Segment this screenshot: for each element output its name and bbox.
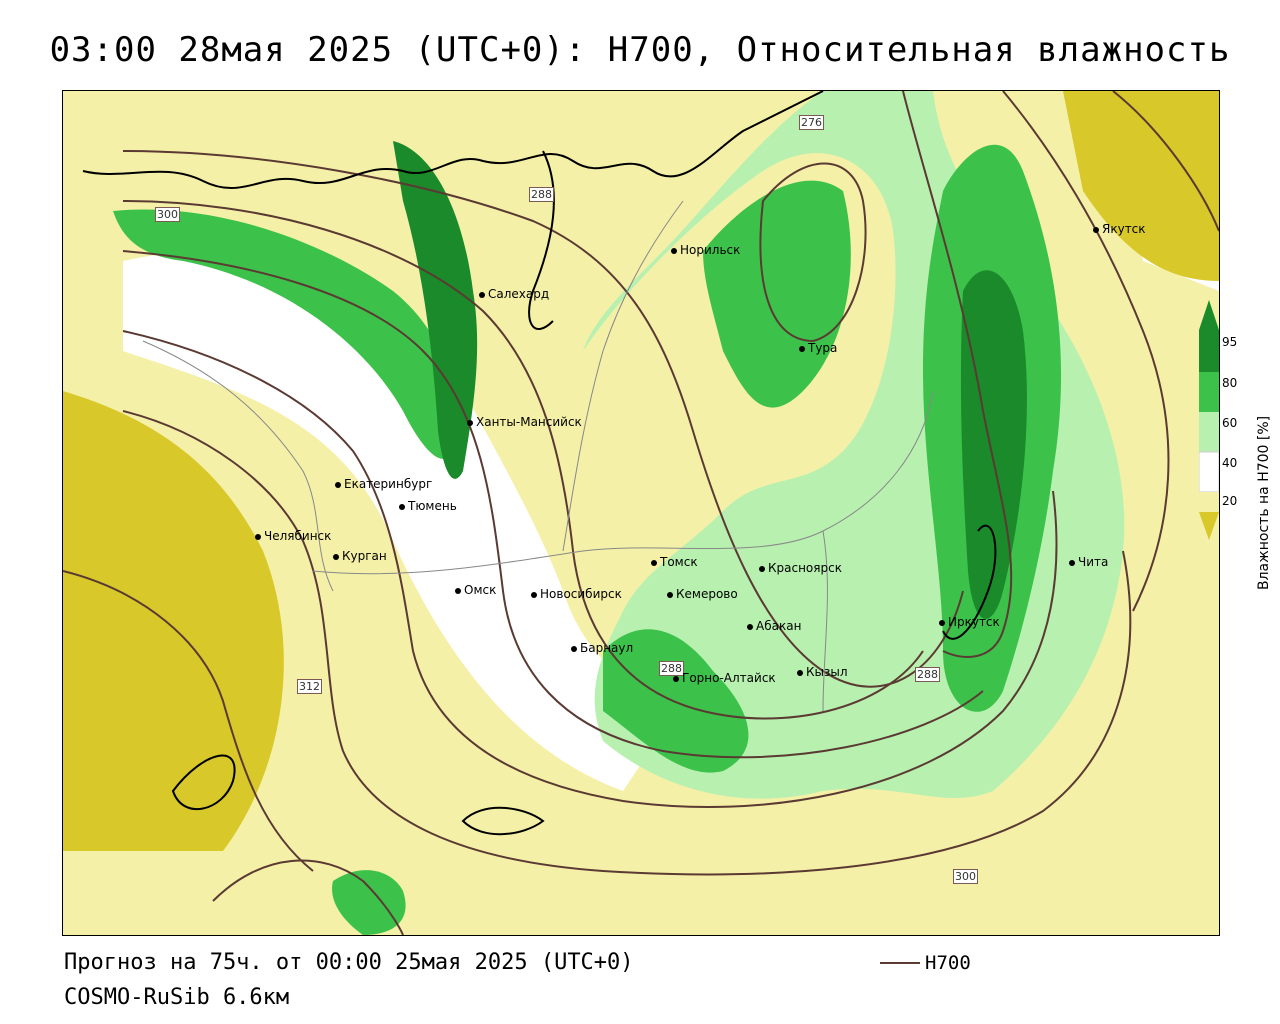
model-name: COSMO-RuSib 6.6км bbox=[64, 985, 290, 1010]
contour-label: 300 bbox=[155, 207, 180, 222]
city-label: Абакан bbox=[756, 619, 802, 633]
city-label: Екатеринбург bbox=[344, 477, 433, 491]
contour-line bbox=[122, 410, 1132, 876]
contour-label: 288 bbox=[529, 187, 554, 202]
arctic-coast bbox=[82, 91, 824, 190]
colorbar-segment-80 bbox=[1199, 372, 1219, 412]
colorbar-bottom-arrow bbox=[1199, 512, 1219, 540]
contour-line bbox=[122, 150, 964, 688]
contour-line bbox=[122, 200, 924, 720]
city-marker: Горно-Алтайск bbox=[673, 671, 776, 685]
colorbar-segment-60 bbox=[1199, 412, 1219, 452]
wet-altai bbox=[603, 629, 749, 773]
city-label: Барнаул bbox=[580, 641, 634, 655]
colorbar-tick: 40 bbox=[1222, 456, 1238, 470]
city-marker: Красноярск bbox=[759, 561, 842, 575]
colorbar-tick: 20 bbox=[1222, 494, 1238, 508]
city-label: Норильск bbox=[680, 243, 741, 257]
contour-line bbox=[122, 250, 984, 759]
contour-line bbox=[63, 570, 314, 872]
city-marker: Кемерово bbox=[667, 587, 738, 601]
city-marker: Якутск bbox=[1093, 222, 1146, 236]
city-marker: Омск bbox=[455, 583, 496, 597]
city-label: Тура bbox=[808, 341, 838, 355]
colorbar-tick: 95 bbox=[1222, 335, 1238, 349]
region-borders bbox=[142, 200, 934, 712]
baikal-coast bbox=[942, 524, 997, 640]
h700-legend-line bbox=[880, 962, 920, 964]
border-line bbox=[312, 390, 934, 575]
colorbar-segment-95 bbox=[1199, 330, 1219, 372]
balkhash-coast bbox=[461, 806, 545, 836]
border-line bbox=[142, 340, 334, 592]
very-wet-lena bbox=[960, 270, 1027, 619]
colorbar-segment-20 bbox=[1199, 492, 1219, 512]
city-marker: Барнаул bbox=[571, 641, 633, 655]
contour-label: 288 bbox=[659, 661, 684, 676]
city-marker: Екатеринбург bbox=[335, 477, 432, 491]
city-label: Салехард bbox=[488, 287, 550, 301]
contour-line bbox=[902, 91, 1013, 658]
dry-northeast bbox=[1063, 91, 1219, 281]
border-line bbox=[822, 530, 828, 712]
map-title: 03:00 28мая 2025 (UTC+0): H700, Относите… bbox=[49, 30, 1231, 70]
coastlines bbox=[82, 91, 997, 836]
city-marker: Чита bbox=[1069, 555, 1108, 569]
yamal-coast bbox=[528, 150, 555, 331]
city-label: Ханты-Мансийск bbox=[476, 415, 582, 429]
contour-line bbox=[122, 330, 1058, 808]
colorbar-tick: 80 bbox=[1222, 376, 1238, 390]
contour-line bbox=[759, 162, 867, 343]
humidity-colorbar bbox=[1199, 300, 1219, 540]
city-marker: Челябинск bbox=[255, 529, 331, 543]
city-label: Красноярск bbox=[768, 561, 842, 575]
contour-line bbox=[1112, 91, 1219, 232]
colorbar-tick: 60 bbox=[1222, 416, 1238, 430]
h700-contours bbox=[63, 91, 1219, 935]
city-label: Челябинск bbox=[264, 529, 332, 543]
city-label: Новосибирск bbox=[540, 587, 622, 601]
city-marker: Курган bbox=[333, 549, 387, 563]
wet-south-spot bbox=[332, 870, 406, 935]
humidity-map: 276 288 300 312 288 288 300 Якутск Норил… bbox=[62, 90, 1220, 936]
contour-label: 300 bbox=[953, 869, 978, 884]
colorbar-segment-40 bbox=[1199, 451, 1219, 493]
colorbar-top-arrow bbox=[1199, 300, 1219, 330]
city-marker: Тура bbox=[799, 341, 837, 355]
wet-taimyr bbox=[703, 180, 851, 408]
city-marker: Норильск bbox=[671, 243, 740, 257]
caspian-coast bbox=[171, 754, 236, 810]
contour-line bbox=[1002, 91, 1170, 612]
h700-legend-label: H700 bbox=[925, 952, 971, 974]
dry-band bbox=[123, 249, 683, 791]
city-label: Томск bbox=[660, 555, 698, 569]
city-label: Омск bbox=[464, 583, 497, 597]
city-label: Иркутск bbox=[948, 615, 1000, 629]
colorbar-title: Влажность на H700 [%] bbox=[1256, 415, 1272, 590]
city-marker: Абакан bbox=[747, 619, 801, 633]
city-marker: Иркутск bbox=[939, 615, 1000, 629]
city-marker: Ханты-Мансийск bbox=[467, 415, 582, 429]
city-label: Курган bbox=[342, 549, 387, 563]
contour-label: 288 bbox=[915, 667, 940, 682]
city-label: Якутск bbox=[1102, 222, 1146, 236]
city-marker: Салехард bbox=[479, 287, 549, 301]
contour-line bbox=[212, 859, 404, 935]
city-marker: Кызыл bbox=[797, 665, 848, 679]
city-label: Чита bbox=[1078, 555, 1109, 569]
city-marker: Новосибирск bbox=[531, 587, 622, 601]
city-label: Тюмень bbox=[408, 499, 457, 513]
city-label: Кемерово bbox=[676, 587, 738, 601]
very-dry-west bbox=[63, 391, 284, 851]
city-marker: Тюмень bbox=[399, 499, 457, 513]
city-label: Горно-Алтайск bbox=[682, 671, 776, 685]
forecast-info: Прогноз на 75ч. от 00:00 25мая 2025 (UTC… bbox=[64, 950, 634, 975]
city-label: Кызыл bbox=[806, 665, 848, 679]
wet-urals-band bbox=[113, 209, 456, 459]
city-marker: Томск bbox=[651, 555, 698, 569]
contour-label: 276 bbox=[799, 115, 824, 130]
contour-label: 312 bbox=[297, 679, 322, 694]
map-canvas bbox=[63, 91, 1219, 935]
border-line bbox=[562, 200, 684, 552]
